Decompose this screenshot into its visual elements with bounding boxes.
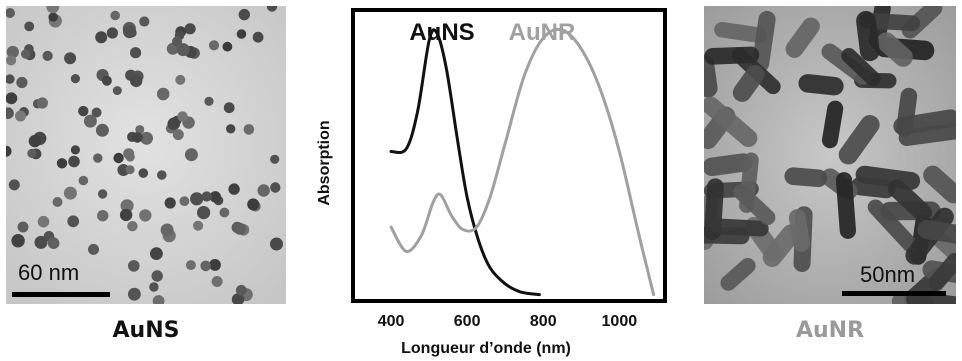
aunS-tem-panel: 60 nm	[6, 6, 286, 304]
y-axis-label: Absorption	[316, 120, 333, 205]
aunR-tem-image	[704, 6, 956, 304]
x-axis-label: Longueur d’onde (nm)	[401, 340, 571, 357]
aunR-scale-label: 50nm	[860, 262, 916, 287]
absorption-chart: Absorption 400 600 800 1000 AuNS AuNR Longueu…	[316, 8, 667, 357]
legend-label-aunr: AuNR	[509, 19, 576, 46]
aunR-caption: AuNR	[795, 318, 865, 343]
aunS-scale-bar	[12, 292, 110, 297]
x-tick-label: 600	[454, 313, 481, 330]
nanorods-image	[704, 6, 956, 304]
legend-label-auns: AuNS	[409, 19, 474, 46]
series-line-aunr	[389, 27, 656, 297]
series-line-auns	[389, 28, 541, 297]
aunS-tem-image	[6, 6, 286, 304]
x-tick-label: 1000	[602, 313, 638, 330]
x-tick-label: 400	[378, 313, 405, 330]
x-tick-label: 800	[530, 313, 557, 330]
chart-frame	[351, 8, 667, 303]
aunS-scale-label: 60 nm	[18, 260, 80, 285]
aunR-tem-panel: 50nm	[704, 6, 956, 304]
nanospheres-image	[6, 6, 286, 304]
aunR-scale-bar	[842, 291, 946, 296]
aunS-caption: AuNS	[112, 318, 180, 343]
